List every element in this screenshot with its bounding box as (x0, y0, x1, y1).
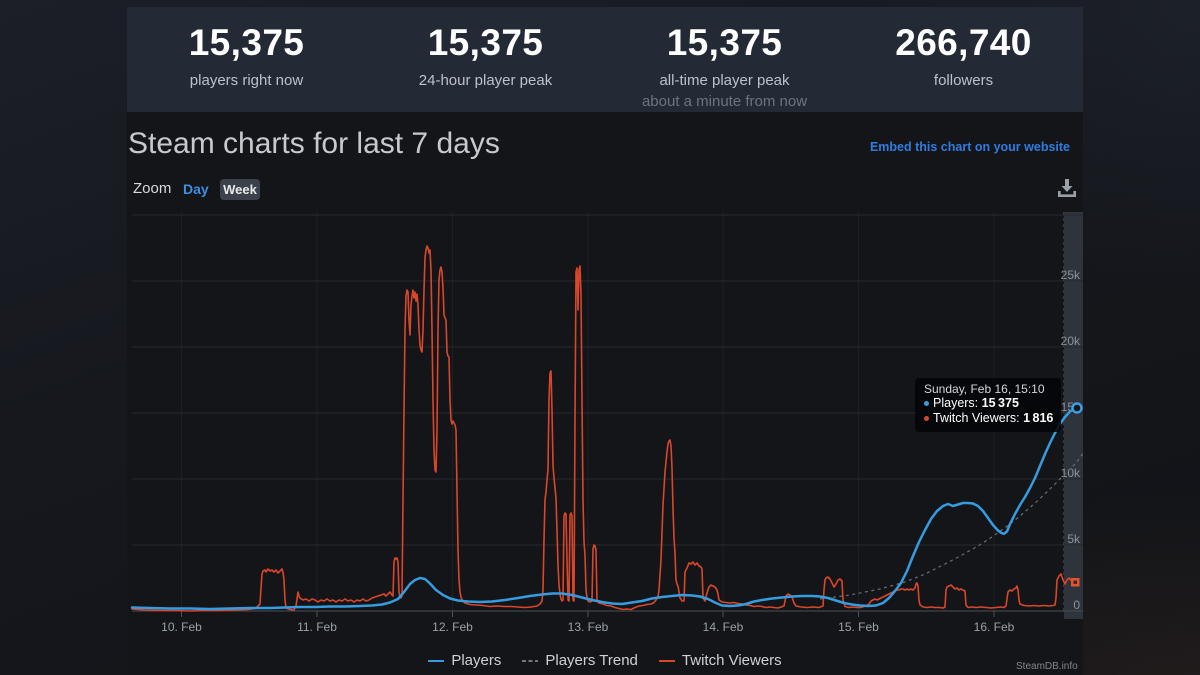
svg-text:16. Feb: 16. Feb (974, 620, 1015, 634)
svg-text:12. Feb: 12. Feb (432, 620, 473, 634)
svg-text:11. Feb: 11. Feb (297, 620, 337, 634)
svg-text:10. Feb: 10. Feb (161, 620, 202, 634)
svg-text:5k: 5k (1067, 532, 1081, 546)
svg-text:0: 0 (1073, 598, 1080, 612)
svg-text:13. Feb: 13. Feb (568, 620, 609, 634)
svg-text:25k: 25k (1061, 268, 1081, 282)
svg-text:20k: 20k (1061, 334, 1081, 348)
svg-text:14. Feb: 14. Feb (703, 620, 744, 634)
svg-text:15. Feb: 15. Feb (838, 620, 879, 634)
svg-text:10k: 10k (1061, 466, 1081, 480)
